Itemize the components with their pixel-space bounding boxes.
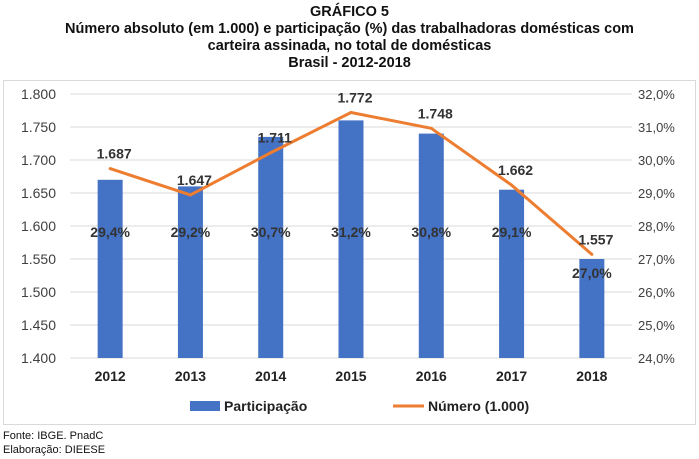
source-note: Fonte: IBGE. PnadC bbox=[3, 430, 104, 442]
bar bbox=[338, 120, 364, 359]
line-point bbox=[510, 183, 514, 187]
left-axis-tick-label: 1.800 bbox=[21, 86, 56, 102]
right-axis-tick-label: 28,0% bbox=[638, 219, 675, 234]
bar-data-label: 29,4% bbox=[90, 224, 130, 240]
legend-swatch-bar bbox=[190, 401, 220, 411]
bar-data-label: 29,1% bbox=[492, 224, 532, 240]
x-axis-tick-label: 2016 bbox=[416, 368, 447, 384]
left-axis-tick-label: 1.650 bbox=[21, 185, 56, 201]
right-axis-tick-label: 30,0% bbox=[638, 153, 675, 168]
line-data-label: 1.748 bbox=[418, 105, 453, 121]
left-axis-tick-label: 1.500 bbox=[21, 284, 56, 300]
bar bbox=[418, 133, 444, 358]
left-axis-tick-label: 1.450 bbox=[21, 317, 56, 333]
right-axis-tick-label: 31,0% bbox=[638, 120, 675, 135]
line-data-label: 1.772 bbox=[337, 89, 372, 105]
line-data-label: 1.662 bbox=[498, 162, 533, 178]
chart-title-block: GRÁFICO 5 Número absoluto (em 1.000) e p… bbox=[0, 4, 699, 72]
bar bbox=[258, 136, 284, 358]
chart-frame bbox=[3, 80, 696, 425]
x-axis-tick-label: 2018 bbox=[576, 368, 607, 384]
chart-title-line-2: carteira assinada, no total de doméstica… bbox=[207, 38, 492, 54]
bar bbox=[579, 259, 605, 358]
bar bbox=[177, 186, 203, 358]
legend-label-bar: Participação bbox=[224, 398, 307, 414]
chart-number: GRÁFICO 5 bbox=[310, 4, 389, 20]
chart-title-line-1: Número absoluto (em 1.000) e participaçã… bbox=[65, 21, 634, 37]
line-data-label: 1.711 bbox=[258, 130, 292, 146]
legend-label-line: Número (1.000) bbox=[428, 398, 529, 414]
line-point bbox=[108, 167, 112, 171]
x-axis-tick-label: 2014 bbox=[255, 368, 286, 384]
chart-footer: Fonte: IBGE. PnadC Elaboração: DIEESE bbox=[3, 429, 105, 457]
elaboration-note: Elaboração: DIEESE bbox=[3, 444, 106, 456]
bar bbox=[499, 189, 525, 358]
left-axis-tick-label: 1.750 bbox=[21, 119, 56, 135]
left-axis-tick-label: 1.550 bbox=[21, 251, 56, 267]
right-axis-tick-label: 32,0% bbox=[638, 87, 675, 102]
bar-data-label: 27,0% bbox=[572, 265, 612, 281]
right-axis-tick-label: 26,0% bbox=[638, 285, 675, 300]
line-point bbox=[590, 252, 594, 256]
bar-data-label: 30,8% bbox=[411, 224, 451, 240]
right-axis-tick-label: 27,0% bbox=[638, 252, 675, 267]
x-axis-tick-label: 2017 bbox=[496, 368, 527, 384]
x-axis-tick-label: 2013 bbox=[175, 368, 206, 384]
bar-data-label: 29,2% bbox=[171, 224, 211, 240]
right-axis-tick-label: 25,0% bbox=[638, 318, 675, 333]
line-data-label: 1.557 bbox=[578, 231, 613, 247]
line-point bbox=[188, 193, 192, 197]
left-axis-tick-label: 1.700 bbox=[21, 152, 56, 168]
line-data-label: 1.647 bbox=[177, 172, 212, 188]
right-axis-tick-label: 24,0% bbox=[638, 351, 675, 366]
x-axis-tick-label: 2015 bbox=[335, 368, 366, 384]
left-axis-tick-label: 1.600 bbox=[21, 218, 56, 234]
x-axis-tick-label: 2012 bbox=[95, 368, 126, 384]
line-point bbox=[269, 151, 273, 155]
left-axis-tick-label: 1.400 bbox=[21, 350, 56, 366]
line-data-label: 1.687 bbox=[97, 146, 132, 162]
line-point bbox=[349, 110, 353, 114]
chart-subtitle: Brasil - 2012-2018 bbox=[288, 55, 411, 71]
bar-data-label: 31,2% bbox=[331, 224, 371, 240]
line-point bbox=[429, 126, 433, 130]
bar bbox=[97, 179, 123, 358]
right-axis-tick-label: 29,0% bbox=[638, 186, 675, 201]
bar-data-label: 30,7% bbox=[251, 224, 291, 240]
